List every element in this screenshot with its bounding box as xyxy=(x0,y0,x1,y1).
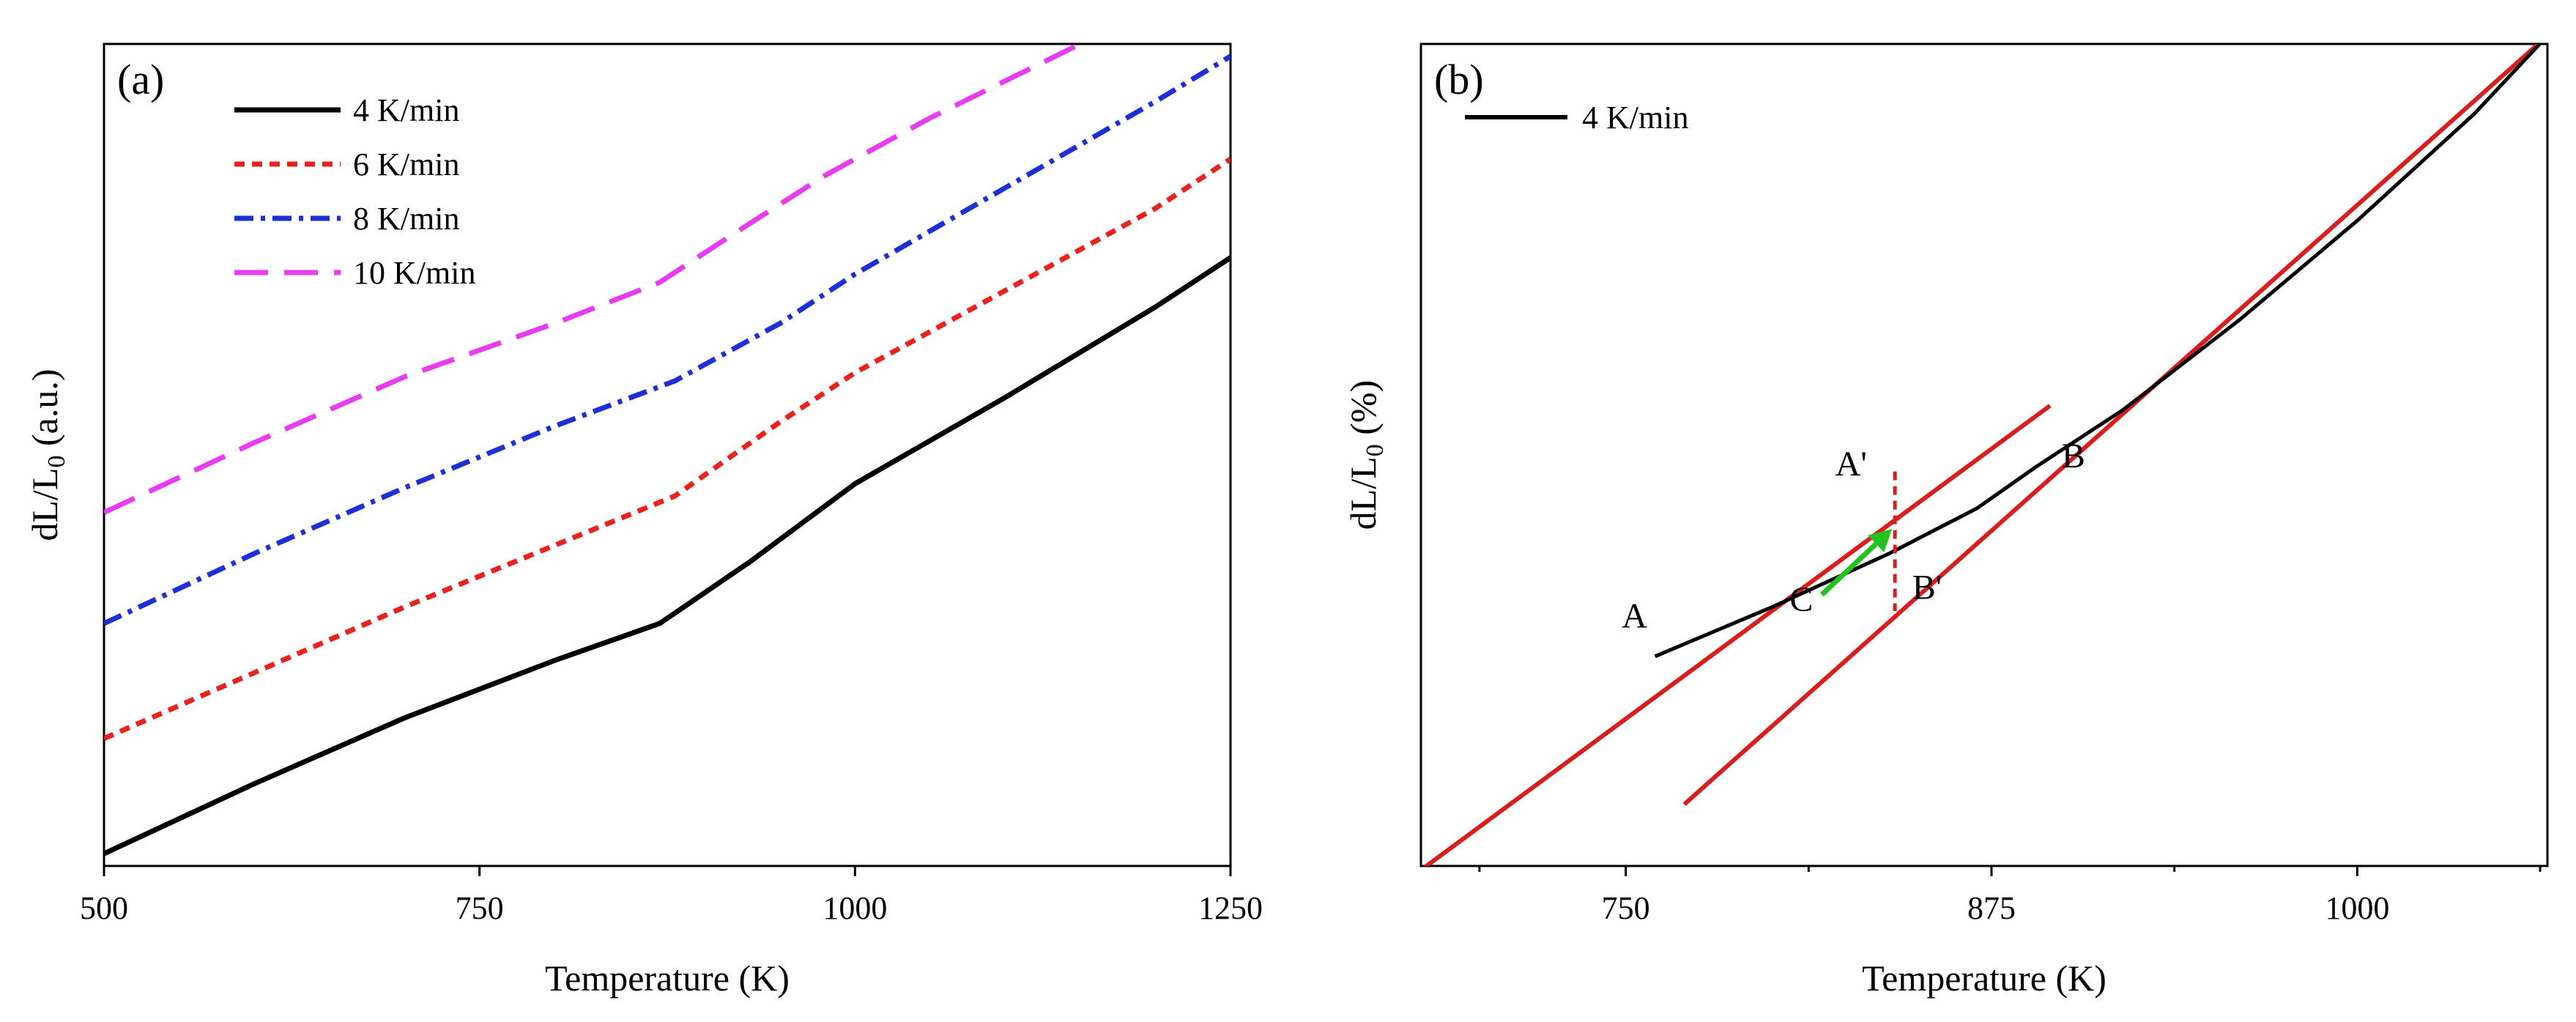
panel-b-fit-line-1 xyxy=(1422,404,2052,866)
panel-a-series-3-line xyxy=(104,53,1231,626)
panel-a-y-axis-label: dL/L0 (a.u.) xyxy=(24,369,70,541)
panel-a-series-1-line xyxy=(104,255,1231,856)
panel-b-label: (b) xyxy=(1434,56,1484,103)
panel-a-legend-label: 10 K/min xyxy=(353,255,475,291)
panel-a-series-2-line xyxy=(104,157,1231,741)
panel-b-y-axis-label-main: dL/L xyxy=(1343,456,1384,530)
panel-a-x-tick-label: 750 xyxy=(456,890,504,926)
panel-a-series-group xyxy=(104,44,1231,856)
panel-b-series-group xyxy=(1422,44,2542,866)
panel-a-plot-frame xyxy=(103,42,1232,867)
panel-b-legend-label: 4 K/min xyxy=(1582,100,1688,136)
panel-a-legend: 4 K/min 6 K/min 8 K/min 10 K/min xyxy=(234,92,475,291)
panel-a-label: (a) xyxy=(117,56,164,103)
panel-a-legend-label: 4 K/min xyxy=(353,92,459,128)
panel-b-arrow-shaft xyxy=(1819,541,1878,597)
panel-b-y-axis-label-tail: (%) xyxy=(1343,380,1384,444)
panel-b-x-axis-label: Temperature (K) xyxy=(1862,958,2107,999)
panel-b-annotation-b-prime: B' xyxy=(1912,568,1942,607)
panel-b-plot-frame xyxy=(1419,42,2549,867)
panel-a-x-tick-label: 1250 xyxy=(1198,890,1263,926)
panel-a-chart: 500 750 1000 1250 4 K/min 6 K/min 8 K/min 10 K… xyxy=(24,42,1263,999)
panel-b-x-ticks: 750 875 1000 xyxy=(1478,866,2542,926)
panel-b-annotations: A A' B B' C xyxy=(1622,437,2085,636)
panel-a-x-tick-label: 500 xyxy=(80,890,128,926)
panel-a-x-tick-label: 1000 xyxy=(823,890,887,926)
panel-b-annotation-c: C xyxy=(1789,580,1813,619)
panel-a-legend-label: 6 K/min xyxy=(353,147,459,182)
panel-b-x-tick-label: 1000 xyxy=(2325,890,2389,926)
panel-a-y-axis-label-tail: (a.u.) xyxy=(24,369,65,456)
panel-b-y-axis-label: dL/L0 (%) xyxy=(1343,380,1389,530)
panel-b-annotation-b: B xyxy=(2062,437,2085,475)
panel-a-y-axis-label-sub: 0 xyxy=(43,456,70,468)
panel-b-chart: 750 875 1000 A A' B B' C 4 K/min (b) Temperatu… xyxy=(1343,42,2549,999)
panel-a-x-ticks: 500 750 1000 1250 xyxy=(80,866,1263,926)
panel-a-x-axis-label: Temperature (K) xyxy=(545,958,790,999)
panel-b-annotation-a: A xyxy=(1622,597,1647,636)
panel-b-legend: 4 K/min xyxy=(1465,100,1688,136)
panel-b-x-tick-label: 750 xyxy=(1602,890,1650,926)
panel-b-series-1-line xyxy=(1654,44,2542,659)
panel-b-arrow-head xyxy=(1868,528,1893,553)
panel-b-y-axis-label-sub: 0 xyxy=(1362,444,1389,456)
panel-b-annotation-a-prime: A' xyxy=(1836,445,1867,484)
panel-a-y-axis-label-main: dL/L xyxy=(24,468,65,541)
panel-a-series-4-line xyxy=(104,44,1086,515)
panel-b-x-tick-label: 875 xyxy=(1967,890,2016,926)
panel-b-fit-line-2 xyxy=(1682,44,2542,807)
panel-a-legend-label: 8 K/min xyxy=(353,201,459,237)
